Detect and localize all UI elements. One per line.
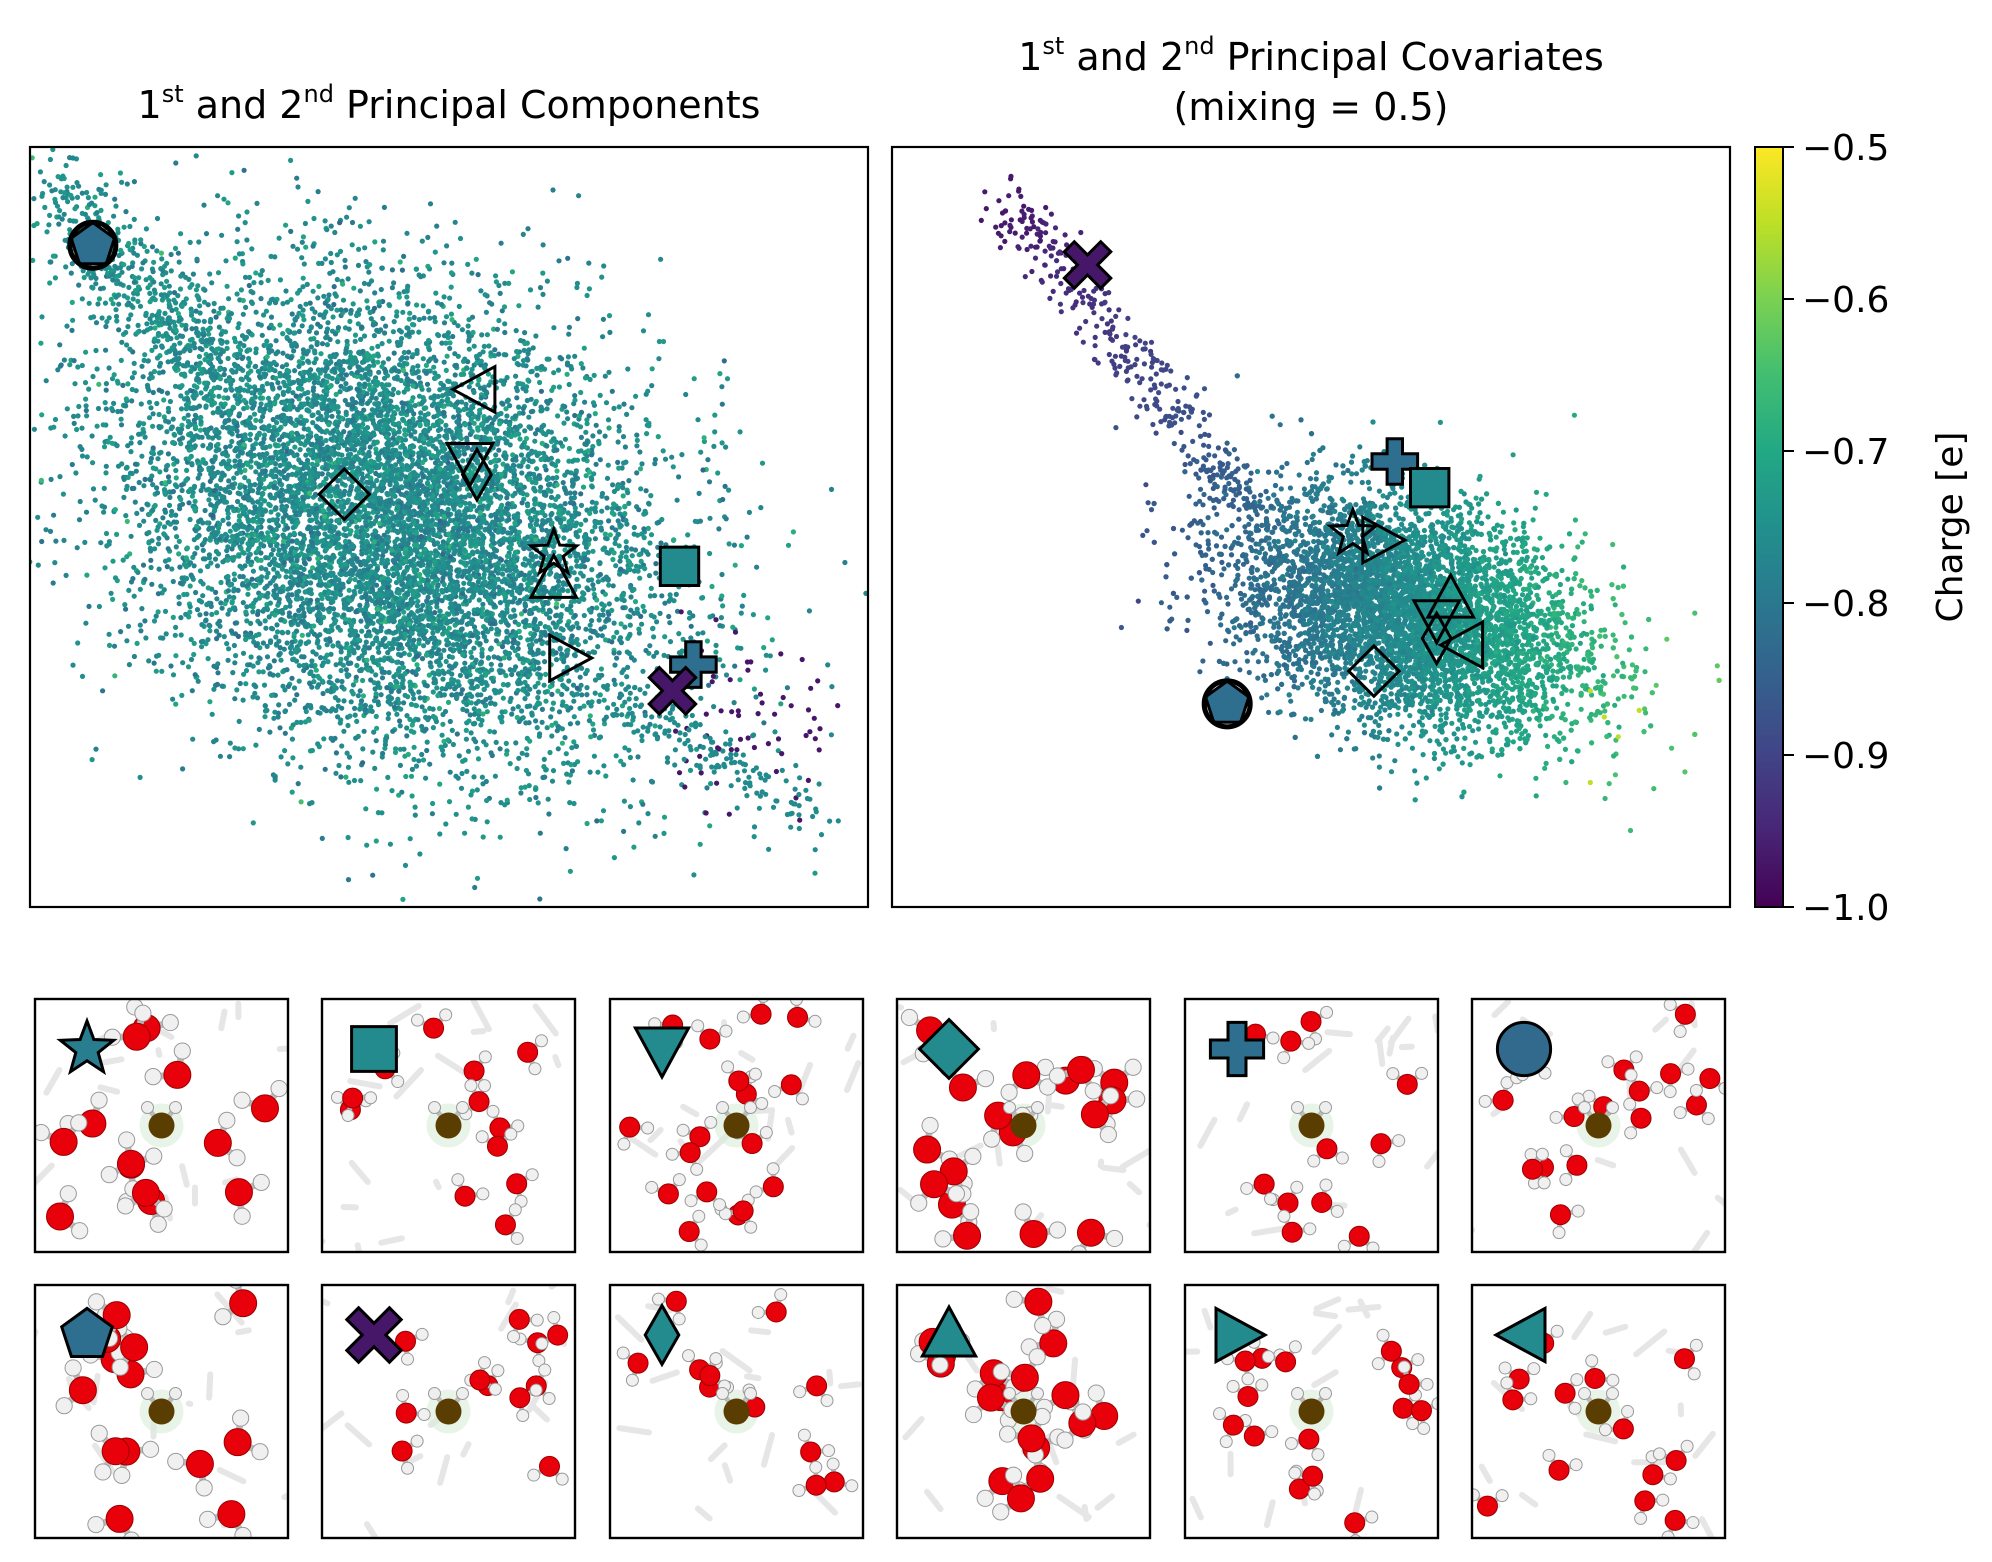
panel1-points [30, 147, 868, 903]
snapshot-star [33, 997, 290, 1254]
panel1-marker-star [526, 524, 581, 577]
panel2-frame [890, 145, 1732, 909]
panel2-marker-plus [1370, 437, 1420, 486]
panel1-marker-pentagon [69, 220, 117, 266]
solute-atom [1585, 1398, 1612, 1425]
snapshot-frame [1183, 1283, 1440, 1540]
panel2-marker-diamond [1346, 643, 1402, 699]
solute-atom [1010, 1398, 1037, 1425]
colorbar-frame [1754, 146, 1784, 908]
colorbar-label: Charge [e] [1930, 432, 1971, 623]
colorbar-tick-label: −0.6 [1802, 280, 1889, 321]
panel1-marker-x [647, 665, 698, 717]
solute-atom [723, 1398, 750, 1425]
snapshot-pentagon [33, 1283, 290, 1540]
snapshot-marker-diamond [917, 1017, 981, 1081]
colorbar-tick-label: −0.7 [1802, 432, 1889, 473]
colorbar-tick-label: −0.5 [1802, 128, 1889, 169]
snapshot-marker-square [350, 1025, 398, 1073]
panel1-marker-triangle-down [444, 442, 496, 489]
snapshot-frame [320, 997, 577, 1254]
panel2-marker-ring [1201, 678, 1253, 730]
snapshot-square [320, 997, 577, 1254]
panel1-marker-triangle-up [528, 552, 580, 599]
snapshot-frame [33, 1283, 290, 1540]
snapshot-frame [1470, 1283, 1727, 1540]
solute-atom [1298, 1398, 1325, 1425]
panel2-marker-thin-diamond [1420, 610, 1453, 667]
snapshot-triangle-left [1470, 1283, 1727, 1540]
snapshot-triangle-right [1183, 1283, 1440, 1540]
snapshot-triangle-up [895, 1283, 1152, 1540]
panel2-marker-square [1409, 467, 1451, 509]
panel2-markers [1062, 239, 1485, 730]
snapshot-grid [33, 997, 1727, 1540]
panel1-marker-ring [67, 219, 119, 271]
solute-atom [1298, 1112, 1325, 1139]
panel1-marker-thin-diamond [460, 446, 494, 503]
snapshot-diamond [895, 997, 1152, 1254]
panel2-subtitle: (mixing = 0.5) [1174, 85, 1449, 129]
snapshot-marker-plus [1208, 1020, 1266, 1078]
snapshot-frame [608, 997, 865, 1254]
snapshot-x [320, 1283, 577, 1540]
snapshot-marker-pentagon [59, 1306, 115, 1358]
solute-atom [435, 1398, 462, 1425]
snapshot-frame [1183, 997, 1440, 1254]
panel1-title: 1st and 2nd Principal Components [138, 80, 761, 127]
snapshot-circle [1470, 997, 1727, 1254]
panel1-markers [67, 219, 718, 717]
panel2-marker-star [1326, 505, 1380, 557]
panel1-marker-plus [669, 640, 718, 689]
solute-atom [148, 1398, 175, 1425]
solute-atom [1585, 1112, 1612, 1139]
panel2-marker-pentagon [1203, 679, 1251, 724]
panel1-marker-square [658, 545, 701, 587]
snapshot-marker-circle [1495, 1020, 1553, 1078]
panel1-marker-triangle-left [449, 364, 497, 415]
panel1-marker-triangle-right [548, 632, 595, 684]
panel2-marker-triangle-right [1361, 514, 1408, 566]
snapshot-thin-diamond [608, 1283, 865, 1540]
solute-atom [723, 1112, 750, 1139]
snapshot-marker-triangle-right [1214, 1305, 1269, 1365]
snapshot-frame [895, 997, 1152, 1254]
snapshot-marker-star [56, 1016, 118, 1076]
solute-atom [148, 1112, 175, 1139]
snapshot-frame [1470, 997, 1727, 1254]
snapshot-triangle-down [608, 997, 865, 1254]
snapshot-plus [1183, 997, 1440, 1254]
colorbar [1755, 147, 1783, 907]
snapshot-frame [320, 1283, 577, 1540]
panel1-frame [28, 145, 870, 909]
snapshot-marker-triangle-left [1492, 1305, 1547, 1365]
panel2-points [978, 173, 1722, 834]
snapshot-frame [895, 1283, 1152, 1540]
colorbar-tick-label: −0.8 [1802, 584, 1889, 625]
snapshot-marker-thin-diamond [643, 1302, 681, 1368]
colorbar-tick-label: −1.0 [1802, 888, 1889, 929]
snapshot-marker-triangle-down [632, 1026, 692, 1081]
colorbar-ticks: −1.0 −0.9 −0.8 −0.7 −0.6 −0.5 [1783, 128, 1889, 929]
solute-atom [1010, 1112, 1037, 1139]
panel1-marker-diamond [316, 466, 372, 522]
snapshot-frame [33, 997, 290, 1254]
panel2-marker-triangle-left [1437, 619, 1485, 671]
panel2-marker-x [1062, 239, 1113, 291]
panel2-title: 1st and 2nd Principal Covariates [1018, 32, 1604, 79]
panel2-marker-triangle-down [1411, 599, 1463, 646]
solute-atom [435, 1112, 462, 1139]
snapshot-frame [608, 1283, 865, 1540]
colorbar-tick-label: −0.9 [1802, 736, 1889, 777]
snapshot-marker-x [344, 1305, 404, 1365]
snapshot-marker-triangle-up [919, 1303, 979, 1358]
